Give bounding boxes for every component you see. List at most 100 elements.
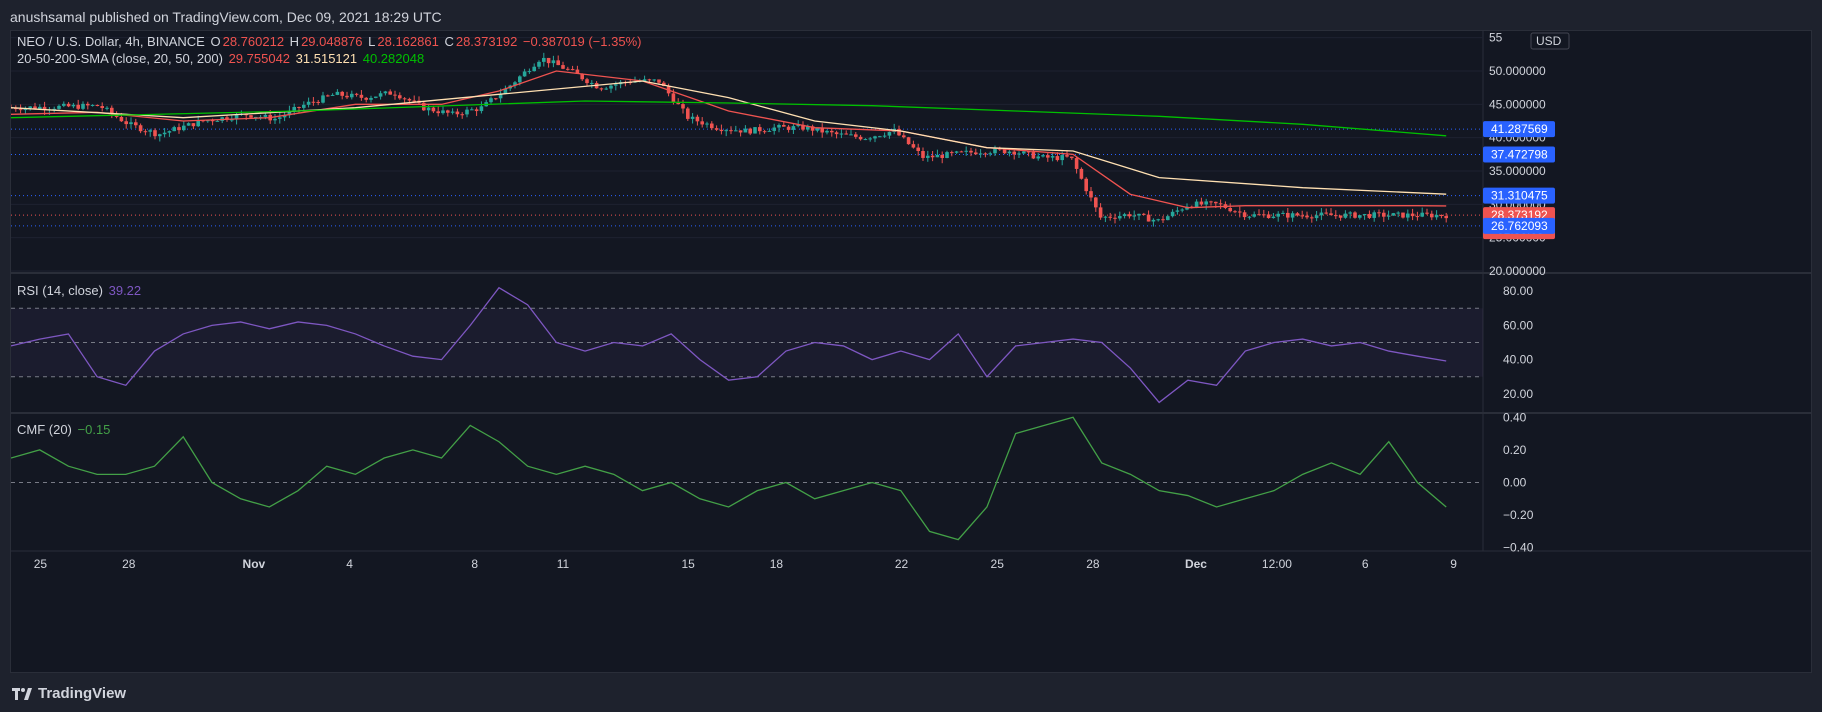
candle-body — [326, 95, 330, 97]
candle-body — [1065, 155, 1069, 157]
cmf-legend: CMF (20) −0.15 — [17, 422, 112, 437]
sma-label[interactable]: 20-50-200-SMA (close, 20, 50, 200) — [17, 51, 223, 66]
candle-body — [1218, 203, 1223, 205]
candle-body — [748, 128, 752, 134]
footer-brand[interactable]: TradingView — [38, 685, 127, 702]
price-badge-31: 31.310475 — [1491, 189, 1548, 203]
rsi-axis-tick: 60.00 — [1503, 318, 1533, 332]
candle-body — [882, 135, 887, 137]
candle-body — [1041, 155, 1045, 157]
candle-body — [441, 110, 445, 114]
candle-body — [1180, 209, 1184, 211]
price-badge-26: 26.762093 — [1491, 219, 1548, 233]
cmf-axis-tick: −0.20 — [1503, 508, 1534, 522]
candle-body — [738, 130, 743, 133]
candle-body — [62, 103, 66, 106]
candle-body — [1122, 214, 1127, 217]
candle-body — [1295, 213, 1300, 216]
candle-body — [887, 132, 892, 136]
candle-body — [273, 118, 277, 121]
candle-body — [143, 131, 148, 133]
candle-body — [206, 120, 210, 122]
ohlc-l-label: L — [368, 34, 376, 49]
candle-body — [705, 123, 709, 125]
candle-body — [1382, 212, 1386, 217]
x-axis-tick: 9 — [1450, 557, 1457, 571]
candle-body — [196, 120, 200, 127]
candle-body — [556, 60, 560, 66]
ohlc-low: 28.162861 — [377, 34, 439, 49]
candle-body — [33, 106, 37, 109]
candle-body — [743, 128, 748, 133]
candle-body — [902, 135, 906, 138]
candle-body — [830, 130, 834, 133]
candle-body — [777, 124, 781, 128]
x-axis-tick: 28 — [122, 557, 136, 571]
candle-body — [1372, 212, 1376, 218]
candle-body — [690, 116, 695, 119]
candle-body — [940, 154, 944, 158]
price-badge-41: 41.287569 — [1491, 122, 1548, 136]
candle-body — [806, 126, 810, 130]
candle-body — [599, 88, 604, 90]
candle-body — [1074, 158, 1079, 169]
cmf-axis-tick: −0.40 — [1503, 541, 1534, 555]
candle-body — [1094, 197, 1098, 208]
x-axis-tick: 25 — [34, 557, 48, 571]
price-badge-31-bg — [1483, 187, 1555, 204]
candle-body — [446, 110, 450, 113]
candle-body — [1070, 156, 1074, 159]
candle-body — [849, 134, 853, 136]
candle-body — [1209, 201, 1213, 203]
chart-frame[interactable]: 55 50.000000 45.000000 40.000000 35.000000 30… — [10, 30, 1812, 673]
candle-body — [191, 123, 196, 127]
candle-body — [609, 85, 613, 89]
candle-body — [858, 136, 863, 140]
candle-body — [801, 124, 805, 130]
candle-body — [1242, 212, 1247, 218]
rsi-label[interactable]: RSI (14, close) — [17, 283, 103, 298]
candle-body — [1113, 217, 1117, 219]
candle-body — [1161, 219, 1165, 221]
symbol-label[interactable]: NEO / U.S. Dollar, 4h, BINANCE — [17, 34, 205, 49]
candle-body — [1271, 216, 1276, 219]
x-axis-tick: 4 — [346, 557, 353, 571]
candle-body — [1055, 156, 1060, 161]
candle-body — [335, 91, 340, 95]
price-candles — [11, 52, 1448, 227]
candle-body — [551, 60, 556, 64]
ohlc-c-label: C — [444, 34, 454, 49]
candle-body — [681, 104, 685, 109]
candle-body — [724, 130, 728, 132]
candle-body — [1396, 212, 1400, 214]
candle-body — [1204, 201, 1208, 205]
candle-body — [234, 114, 239, 120]
chart-canvas[interactable]: 5550.00000045.00000040.00000035.00000030… — [11, 31, 1811, 672]
candle-body — [642, 79, 647, 82]
candle-body — [878, 136, 882, 138]
price-axis-tick: 35.000000 — [1489, 164, 1546, 178]
candle-body — [772, 127, 776, 131]
candle-body — [791, 126, 796, 130]
rsi-value: 39.22 — [108, 283, 142, 298]
sma-legend: 20-50-200-SMA (close, 20, 50, 200) 29.75… — [17, 51, 426, 66]
candle-body — [834, 132, 839, 135]
candle-body — [1089, 191, 1093, 198]
candle-body — [959, 151, 964, 153]
candle-body — [1233, 211, 1237, 213]
price-axis-tick: 55 — [1489, 31, 1503, 45]
publisher-bar: anushsamal published on TradingView.com,… — [0, 0, 1822, 34]
candle-body — [906, 137, 911, 145]
candle-body — [719, 129, 724, 132]
candle-body — [1002, 149, 1007, 154]
sma20-value: 29.755042 — [228, 51, 291, 66]
candle-body — [1031, 151, 1036, 159]
candle-body — [604, 88, 608, 90]
candle-body — [498, 93, 503, 99]
candle-body — [398, 95, 402, 99]
cmf-label[interactable]: CMF (20) — [17, 422, 72, 437]
candle-body — [969, 150, 973, 153]
sma50-value: 31.515121 — [295, 51, 358, 66]
candle-body — [1156, 219, 1160, 221]
candle-body — [954, 151, 959, 153]
